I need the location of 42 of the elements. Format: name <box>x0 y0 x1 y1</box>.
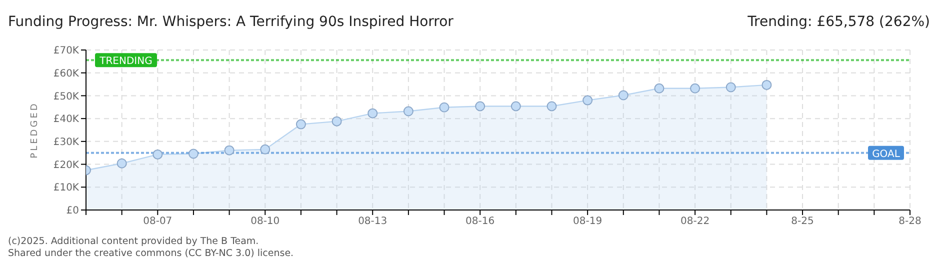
x-tick-label: 08-19 <box>573 216 602 228</box>
text: Shared under the creative commons (CC BY-NC 3.0) license. <box>8 248 294 260</box>
y-tick-label: £0 <box>66 206 79 217</box>
x-tick-label: 08-07 <box>143 216 172 228</box>
point <box>224 145 234 156</box>
point <box>260 144 270 154</box>
x-tick-label: 08-22 <box>680 216 710 228</box>
point <box>726 82 736 92</box>
point <box>368 108 378 118</box>
text: (c)2025. Additional content provided by The B Team. <box>8 236 260 248</box>
x-tick-label: 08-10 <box>250 216 280 228</box>
y-tick-label: £60K <box>53 68 80 80</box>
point <box>116 158 127 168</box>
point <box>332 116 342 126</box>
y-axis-title: PLEDGED <box>30 102 40 158</box>
point <box>582 95 593 106</box>
point <box>762 80 772 90</box>
point <box>296 119 306 130</box>
point <box>439 102 450 112</box>
chart-subtitle: Trending: £65,578 (262%) <box>748 14 930 30</box>
point <box>546 101 557 112</box>
point <box>618 90 628 100</box>
y-tick-label: £10K <box>53 182 80 194</box>
y-tick-label: £50K <box>53 91 80 102</box>
point <box>690 83 700 94</box>
y-tick-label: £70K <box>53 46 80 57</box>
point <box>475 101 486 112</box>
ref-line-label: TRENDING <box>98 56 152 68</box>
x-tick-label: 8-25 <box>791 216 814 228</box>
x-tick-label: 08-16 <box>466 216 495 228</box>
y-tick-label: £40K <box>53 114 80 126</box>
point <box>188 148 198 159</box>
ref-line-label: GOAL <box>872 148 900 160</box>
point <box>654 83 664 94</box>
x-tick-label: 8-28 <box>898 216 922 228</box>
y-tick-label: £20K <box>53 160 80 171</box>
y-tick-label: £30K <box>53 136 80 148</box>
chart-title: Funding Progress: Mr. Whispers: A Terrifying 90s Inspired Horror <box>8 14 454 30</box>
x-tick-label: 08-13 <box>358 216 388 228</box>
point <box>403 106 414 116</box>
point <box>152 149 163 160</box>
point <box>510 101 521 112</box>
